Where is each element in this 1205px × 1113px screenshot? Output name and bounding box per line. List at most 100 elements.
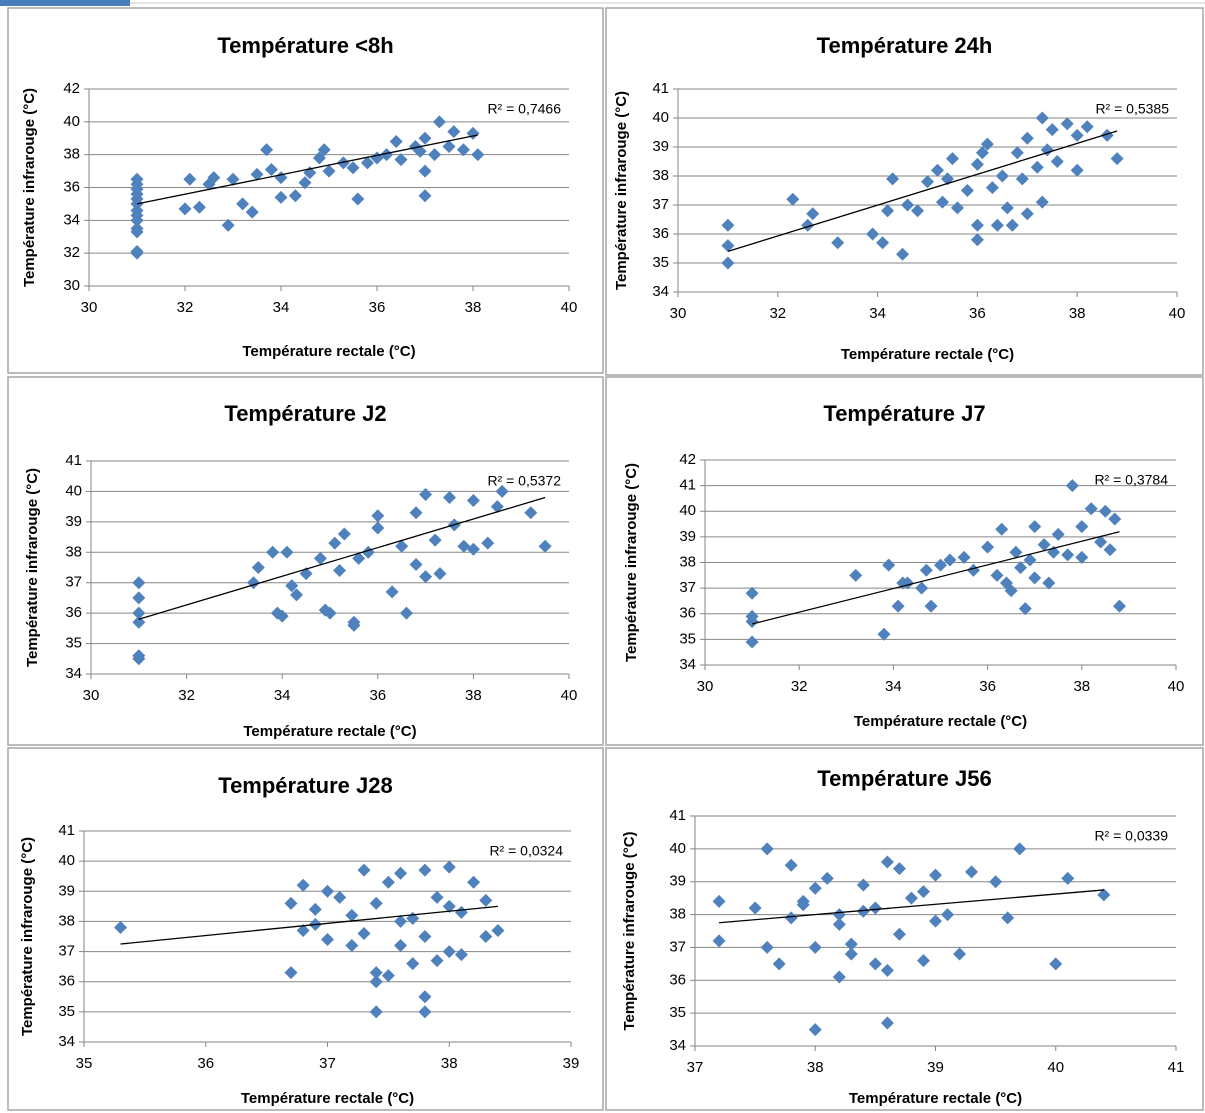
point [322,164,336,178]
point [132,576,146,590]
point [394,939,408,953]
point [1070,163,1084,177]
point [950,201,964,215]
point [760,940,774,954]
x-tick-label: 32 [178,687,195,704]
point [1001,911,1015,925]
point [970,233,984,247]
y-tick-label: 34 [65,665,82,682]
point [868,957,882,971]
y-tick-label: 37 [679,579,696,596]
point [1020,207,1034,221]
point [1075,550,1089,564]
y-tick-label: 35 [58,1003,75,1020]
point [1023,553,1037,567]
y-tick-label: 34 [669,1037,686,1054]
point [467,875,481,889]
y-tick-label: 38 [652,167,669,184]
chart-title: Température J28 [218,773,392,798]
point [911,204,925,218]
point [745,614,759,628]
point [381,875,395,889]
y-tick-label: 35 [669,1004,686,1021]
point [274,190,288,204]
point [442,899,456,913]
point [953,947,967,961]
chart-title: Température J56 [817,766,991,791]
point [328,536,342,550]
point [849,568,863,582]
x-tick-label: 40 [561,299,578,316]
point [808,940,822,954]
point [892,927,906,941]
point [418,164,432,178]
x-tick-label: 40 [1047,1059,1064,1076]
y-tick-label: 40 [679,502,696,519]
point [1060,117,1074,131]
point [418,189,432,203]
point [957,550,971,564]
x-tick-label: 38 [441,1055,458,1072]
point [990,218,1004,232]
point [1065,479,1079,493]
point [479,930,493,943]
point [941,908,955,922]
x-tick-label: 40 [1169,305,1186,322]
point [832,970,846,984]
point [130,222,144,236]
point [916,954,930,968]
point [880,855,894,869]
x-tick-label: 37 [319,1055,336,1072]
y-tick-label: 34 [58,1033,75,1050]
point [245,205,259,219]
x-tick-label: 38 [465,687,482,704]
point [1010,146,1024,160]
y-tick-label: 36 [65,604,82,621]
point [132,606,146,620]
point [801,218,815,232]
y-tick-label: 40 [65,482,82,499]
point [1000,201,1014,215]
point [418,131,432,145]
x-tick-label: 30 [83,687,100,704]
point [712,894,726,908]
point [471,148,485,162]
r2-annotation: R² = 0,3784 [1094,472,1168,488]
x-tick-label: 36 [979,678,996,695]
point [251,561,265,574]
point [796,898,810,912]
point [989,875,1003,889]
point [970,157,984,171]
point [844,947,858,961]
y-axis-label: Température infrarouge (°C) [613,91,630,290]
point [418,863,432,877]
y-axis-label: Température infrarouge (°C) [19,837,36,1036]
chart-title: Température J7 [823,401,985,426]
point [207,171,221,185]
chart-title: Température <8h [217,33,393,58]
point [352,551,366,565]
point [250,167,264,181]
point [456,143,470,157]
point [1013,842,1027,856]
point [1061,548,1075,562]
point [919,563,933,577]
point [419,570,433,584]
point [1015,172,1029,186]
point [916,885,930,899]
point [345,939,359,953]
point [409,506,423,520]
point [357,863,371,877]
y-axis-label: Température infrarouge (°C) [623,463,640,662]
point [406,957,420,971]
y-tick-label: 30 [63,277,80,294]
point [1018,602,1032,616]
y-tick-label: 37 [652,196,669,213]
point [490,500,504,514]
point [481,536,495,550]
point [1100,128,1114,142]
point [321,884,334,898]
point [385,585,399,599]
point [1005,218,1019,232]
x-tick-label: 30 [670,305,687,322]
